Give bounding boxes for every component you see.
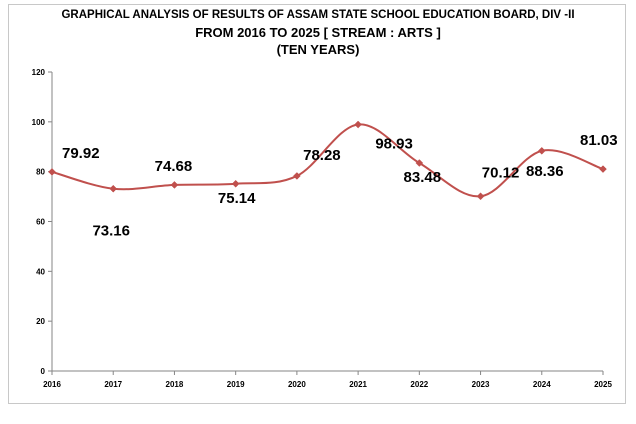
x-tick-label: 2024: [533, 380, 551, 389]
data-point-marker: [48, 168, 56, 176]
data-point-marker: [415, 159, 424, 167]
y-tick-label: 100: [32, 118, 46, 127]
data-point-marker: [354, 120, 362, 129]
y-tick-label: 20: [36, 317, 45, 326]
data-point-marker: [109, 184, 118, 193]
chart-title-line-3: (TEN YEARS): [276, 42, 360, 57]
data-label: 98.93: [375, 135, 413, 152]
data-label: 79.92: [62, 145, 100, 162]
data-label: 83.48: [404, 169, 442, 186]
x-tick-label: 2016: [43, 380, 61, 389]
data-label: 75.14: [218, 190, 256, 207]
y-tick-label: 0: [41, 367, 46, 376]
x-tick-label: 2023: [472, 380, 490, 389]
data-point-marker: [170, 181, 179, 189]
data-point-marker: [293, 172, 301, 180]
x-tick-label: 2019: [227, 380, 245, 389]
series-line: [51, 123, 604, 198]
data-label: 74.68: [155, 158, 193, 175]
data-label: 78.28: [303, 147, 341, 164]
data-point-marker: [599, 165, 607, 173]
data-point-marker: [231, 179, 240, 188]
x-tick-label: 2018: [166, 380, 184, 389]
data-label: 88.36: [526, 163, 564, 180]
x-tick-label: 2021: [349, 380, 367, 389]
data-label: 70.12: [482, 164, 520, 181]
chart-frame: [8, 4, 626, 404]
data-label: 73.16: [92, 223, 130, 240]
x-tick-label: 2025: [594, 380, 612, 389]
y-tick-label: 60: [36, 218, 45, 227]
data-point-marker: [537, 146, 546, 155]
data-point-marker: [476, 192, 485, 201]
data-label: 81.03: [580, 132, 618, 149]
chart-title-line-2: FROM 2016 TO 2025 [ STREAM : ARTS ]: [195, 25, 441, 40]
y-tick-label: 40: [36, 267, 45, 276]
y-tick-label: 80: [36, 168, 45, 177]
chart-title-line-1: GRAPHICAL ANALYSIS OF RESULTS OF ASSAM S…: [61, 9, 575, 21]
x-tick-label: 2017: [104, 380, 122, 389]
x-tick-label: 2020: [288, 380, 306, 389]
x-tick-label: 2022: [410, 380, 428, 389]
y-tick-label: 120: [32, 68, 46, 77]
